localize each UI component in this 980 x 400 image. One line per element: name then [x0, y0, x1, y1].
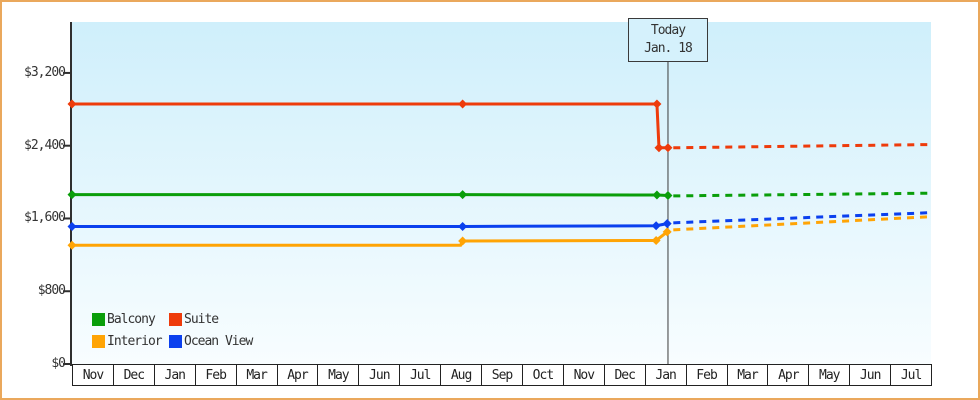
- legend-label-balcony: Balcony: [107, 312, 156, 327]
- today-label: Today: [650, 23, 686, 38]
- x-axis-month-cell: Jun: [849, 365, 890, 385]
- today-date: Jan. 18: [644, 41, 693, 56]
- y-axis-tick: [63, 290, 70, 293]
- x-axis-month-cell: Jan: [153, 365, 195, 385]
- x-axis-month-cell: Jan: [644, 365, 686, 385]
- y-axis-tick: [63, 363, 70, 365]
- series-forecast-interior: [673, 215, 932, 232]
- x-axis-month-cell: May: [317, 365, 358, 385]
- y-axis-tick-label: $800: [37, 283, 66, 299]
- series-line-balcony: [72, 193, 669, 198]
- data-point-marker: [654, 143, 664, 153]
- plot-area: [72, 22, 931, 364]
- series-forecast-suite: [673, 143, 932, 150]
- x-axis-month-cell: Oct: [521, 365, 563, 385]
- suite-swatch-icon: [169, 313, 182, 326]
- y-axis-tick-label: $0: [51, 356, 66, 371]
- y-axis-tick: [63, 144, 70, 147]
- data-point-marker: [663, 143, 673, 153]
- data-point-marker: [67, 221, 77, 231]
- data-point-marker: [458, 221, 468, 231]
- x-axis-month-cell: Feb: [685, 365, 727, 385]
- x-axis-month-cell: Jul: [399, 365, 440, 385]
- x-axis-month-cell: Apr: [767, 365, 808, 385]
- x-axis-month-cell: May: [808, 365, 849, 385]
- legend-label-suite: Suite: [184, 312, 219, 327]
- y-axis-tick: [63, 217, 70, 220]
- series-forecast-ocean-view: [673, 211, 932, 225]
- data-point-marker: [651, 221, 661, 231]
- x-axis-month-cell: Feb: [194, 365, 236, 385]
- x-axis-month-cell: Aug: [440, 365, 481, 385]
- data-point-marker: [67, 240, 77, 250]
- x-axis-month-cell: Apr: [276, 365, 318, 385]
- x-axis-month-cell: Jun: [358, 365, 399, 385]
- x-axis-month-cell: Nov: [562, 365, 604, 385]
- x-axis-month-cell: Sep: [481, 365, 522, 385]
- data-point-marker: [458, 99, 468, 109]
- data-point-marker: [662, 227, 672, 237]
- data-point-marker: [663, 191, 673, 201]
- today-annotation: Today Jan. 18: [627, 18, 708, 62]
- data-point-marker: [458, 190, 468, 200]
- y-axis-tick-label: $1,600: [24, 210, 66, 226]
- data-point-marker: [652, 190, 662, 200]
- data-point-marker: [662, 219, 672, 229]
- x-axis-month-cell: Mar: [235, 365, 277, 385]
- legend-item-oceanview: Ocean View: [169, 334, 253, 349]
- legend-label-interior: Interior: [107, 334, 163, 349]
- data-point-marker: [67, 99, 77, 109]
- data-point-marker: [651, 235, 661, 245]
- x-axis-month-cell: Mar: [726, 365, 768, 385]
- x-axis-month-cell: Nov: [82, 367, 104, 383]
- x-axis-month-cell: Dec: [112, 365, 154, 385]
- data-point-marker: [652, 99, 662, 109]
- data-point-marker: [458, 236, 468, 246]
- series-forecast-balcony: [673, 191, 932, 198]
- legend-label-oceanview: Ocean View: [184, 334, 253, 349]
- y-axis-tick: [63, 71, 70, 74]
- y-axis-tick-label: $2,400: [24, 137, 66, 153]
- interior-swatch-icon: [92, 335, 105, 348]
- x-axis-month-cell: Dec: [603, 365, 645, 385]
- series-line-ocean-view: [72, 222, 668, 228]
- ocean-view-swatch-icon: [169, 335, 182, 348]
- legend: Balcony Suite Interior Ocean View: [92, 312, 253, 349]
- legend-item-suite: Suite: [169, 312, 252, 327]
- legend-item-balcony: Balcony: [92, 312, 169, 327]
- x-axis-month-row: Nov Dec Jan Feb Mar Apr May Jun Jul Aug Sep Oct Nov D…: [72, 364, 932, 386]
- x-axis-month-cell: Jul: [890, 365, 931, 385]
- balcony-swatch-icon: [92, 313, 105, 326]
- legend-item-interior: Interior: [92, 334, 169, 349]
- y-axis-tick-label: $3,200: [24, 64, 66, 80]
- data-point-marker: [67, 190, 77, 200]
